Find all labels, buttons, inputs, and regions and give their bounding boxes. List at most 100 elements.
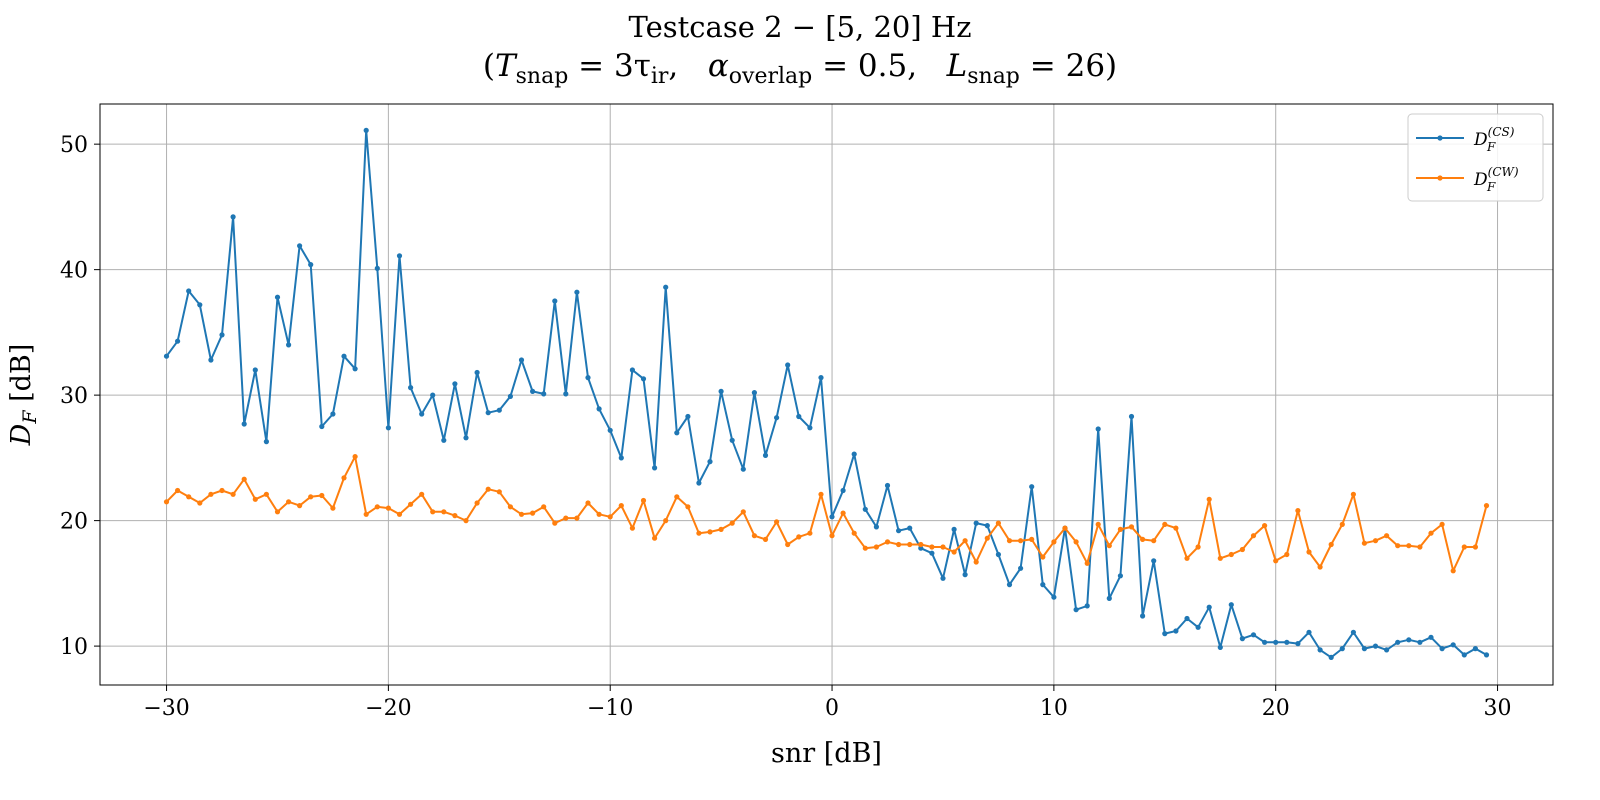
series-0 — [163, 127, 1490, 661]
data-point — [1051, 594, 1057, 600]
data-point — [1262, 639, 1268, 645]
data-point — [1195, 544, 1201, 550]
data-point — [297, 503, 303, 509]
data-point — [1239, 636, 1245, 642]
x-tick-label: 10 — [1040, 696, 1068, 721]
data-point — [441, 437, 447, 443]
data-point — [1472, 646, 1478, 652]
data-point — [1228, 602, 1234, 608]
data-point — [507, 504, 513, 510]
data-point — [729, 437, 735, 443]
subtitle-t-symbol: T — [494, 48, 516, 84]
data-point — [1084, 603, 1090, 609]
data-point — [1395, 543, 1401, 549]
data-point — [840, 487, 846, 494]
data-point — [896, 528, 902, 534]
data-point — [541, 391, 547, 397]
data-point — [1417, 544, 1423, 550]
data-point — [552, 520, 558, 526]
data-point — [762, 536, 769, 543]
data-point — [408, 501, 414, 507]
data-point — [1361, 540, 1367, 546]
subtitle-alpha-value: = 0.5, — [822, 48, 918, 84]
legend-swatch-marker — [1437, 135, 1443, 141]
y-label-sub: F — [19, 410, 41, 425]
subtitle-t-value-sub: ir — [650, 64, 669, 90]
data-point — [696, 530, 702, 536]
data-point — [1384, 647, 1390, 653]
data-point — [785, 541, 791, 548]
data-point — [530, 388, 536, 394]
data-point — [984, 535, 990, 541]
data-point — [751, 533, 758, 539]
data-point — [1328, 541, 1334, 548]
data-point — [1184, 555, 1190, 561]
data-point — [452, 381, 458, 387]
data-point — [1073, 607, 1079, 613]
y-tick-label: 10 — [60, 635, 88, 660]
data-point — [507, 393, 513, 399]
data-point — [1350, 629, 1356, 635]
data-point — [197, 302, 203, 308]
data-point — [1372, 643, 1379, 649]
data-point — [341, 353, 347, 359]
data-point — [263, 491, 269, 497]
data-point — [563, 391, 569, 397]
data-point — [374, 504, 380, 510]
data-point — [829, 533, 835, 539]
data-point — [1339, 521, 1345, 528]
data-point — [518, 357, 525, 363]
data-point — [962, 538, 968, 544]
data-point — [219, 487, 225, 494]
data-point — [607, 427, 613, 433]
data-point — [552, 298, 558, 304]
y-label-symbol: D — [6, 423, 37, 446]
data-point — [718, 526, 724, 533]
plot-frame — [99, 103, 1554, 686]
data-point — [1406, 637, 1412, 643]
y-tick-label: 50 — [60, 133, 88, 158]
data-point — [1151, 538, 1157, 544]
data-point — [574, 289, 580, 295]
data-point — [374, 265, 380, 271]
data-point — [1106, 543, 1112, 549]
data-point — [208, 357, 214, 363]
data-point — [1273, 558, 1279, 564]
data-point — [1295, 641, 1301, 647]
chart-title: Testcase 2 − [5, 20] Hz — [628, 10, 972, 44]
data-point — [762, 452, 769, 458]
data-point — [396, 511, 403, 517]
subtitle-l-sub: snap — [967, 64, 1020, 90]
data-point — [995, 520, 1002, 526]
data-point — [840, 510, 846, 516]
data-point — [319, 423, 325, 430]
subtitle-alpha-sub: overlap — [728, 64, 813, 90]
data-point — [718, 388, 724, 394]
data-point — [663, 518, 669, 524]
data-point — [1173, 628, 1179, 634]
data-point — [308, 494, 314, 500]
data-point — [1317, 647, 1323, 653]
legend-label-sub: F — [1486, 180, 1496, 194]
data-point — [219, 332, 225, 338]
subtitle-l-symbol: L — [946, 48, 968, 84]
data-point — [1284, 551, 1290, 558]
data-point — [707, 529, 713, 535]
data-point — [696, 480, 702, 486]
data-point — [1461, 652, 1467, 658]
data-point — [1018, 538, 1024, 544]
y-tick-label: 40 — [60, 259, 88, 284]
legend-label-base: D — [1473, 170, 1488, 190]
data-point — [884, 482, 891, 489]
data-point — [430, 509, 436, 515]
data-point — [596, 406, 602, 412]
data-point — [485, 410, 491, 416]
data-point — [230, 491, 236, 497]
subtitle-l-value: = 26 — [1029, 48, 1106, 84]
data-point — [785, 362, 791, 368]
subtitle-t-sub: snap — [515, 64, 569, 90]
x-tick-label: 0 — [825, 696, 839, 721]
data-point — [929, 544, 935, 550]
data-point — [1029, 536, 1035, 543]
data-point — [463, 518, 469, 524]
